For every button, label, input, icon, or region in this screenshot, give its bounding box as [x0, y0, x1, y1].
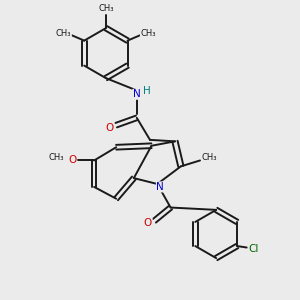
Text: CH₃: CH₃ [202, 153, 217, 162]
Text: N: N [133, 89, 141, 99]
Text: CH₃: CH₃ [56, 29, 71, 38]
Text: CH₃: CH₃ [98, 4, 114, 13]
Text: CH₃: CH₃ [48, 153, 64, 162]
Text: O: O [144, 218, 152, 228]
Text: Cl: Cl [248, 244, 259, 254]
Text: O: O [68, 155, 76, 166]
Text: O: O [106, 122, 114, 133]
Text: N: N [156, 182, 164, 192]
Text: H: H [143, 86, 151, 96]
Text: CH₃: CH₃ [140, 29, 156, 38]
